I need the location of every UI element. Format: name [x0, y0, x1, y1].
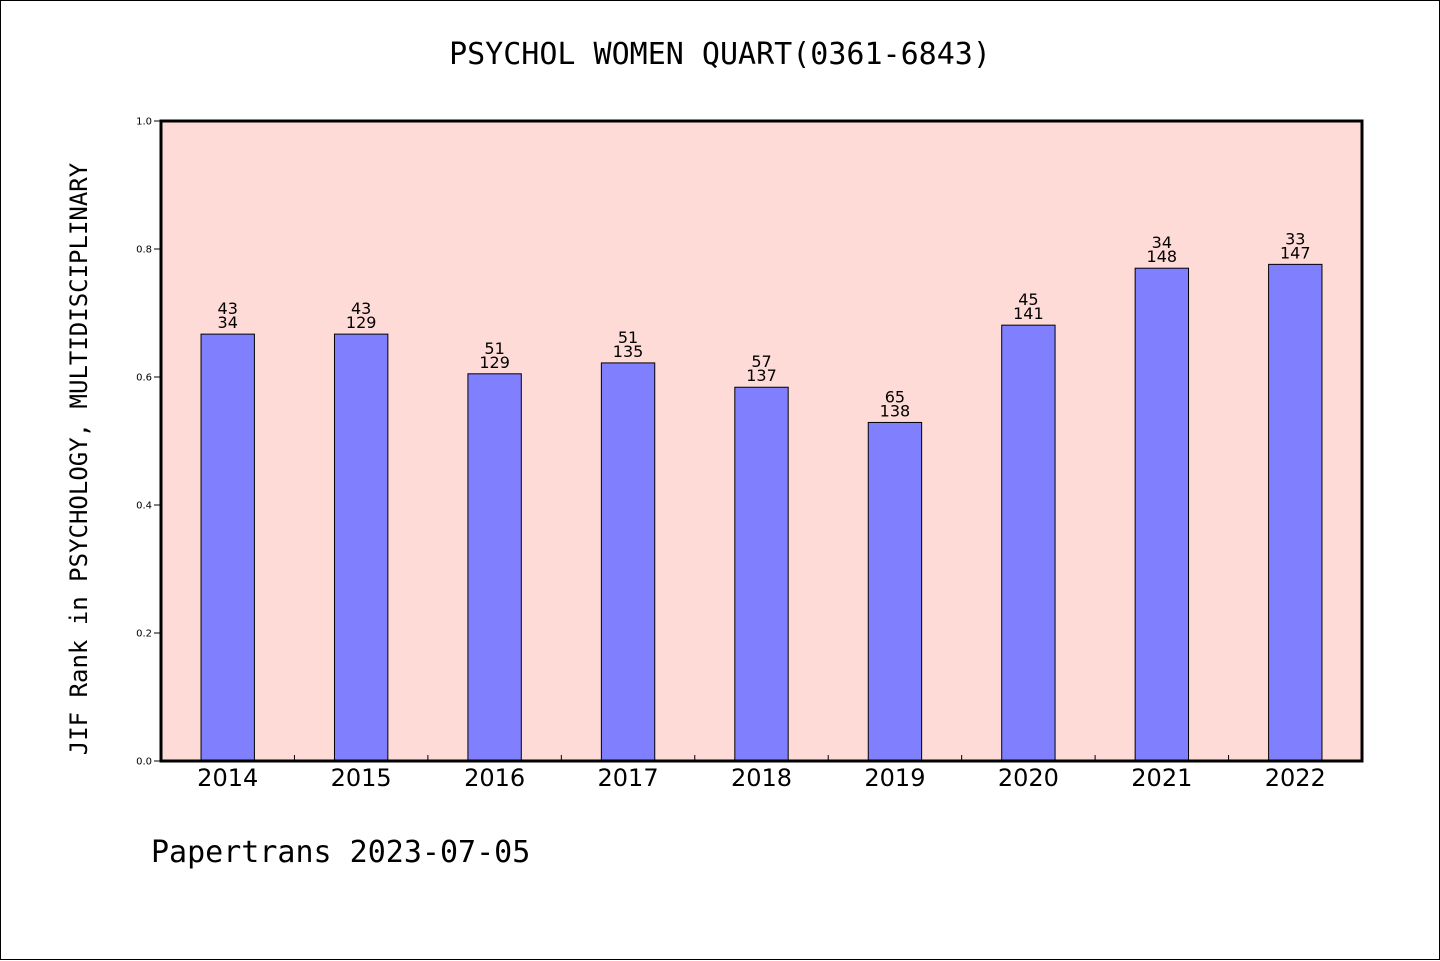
- x-tick-label: 2019: [864, 764, 925, 792]
- y-tick-label: 0.4: [136, 501, 152, 512]
- bar-2014: [200, 333, 255, 762]
- x-tick-label: 2016: [464, 764, 525, 792]
- y-tick-label: 0.6: [136, 373, 152, 384]
- bar-2021: [1134, 267, 1190, 762]
- bar-rank-label: 57: [751, 352, 771, 371]
- x-tick-label: 2014: [197, 764, 258, 792]
- x-tick-label: 2017: [598, 764, 659, 792]
- y-tick-label: 1.0: [136, 117, 152, 128]
- bar-rank-label: 43: [351, 299, 371, 318]
- bar-total-label: 135: [613, 342, 644, 361]
- bar-2018: [734, 386, 789, 762]
- bar-rank-label: 33: [1285, 229, 1305, 248]
- bar-2022: [1268, 263, 1323, 762]
- bar-rank-label: 51: [484, 339, 504, 358]
- bar-rank-label: 65: [885, 387, 905, 406]
- bar-2015: [333, 333, 389, 762]
- bar-2016: [467, 373, 522, 762]
- x-tick-label: 2021: [1131, 764, 1192, 792]
- y-tick-label: 0.2: [136, 629, 152, 640]
- bar-total-label: 129: [479, 353, 510, 372]
- footer-text: Papertrans 2023-07-05: [151, 835, 531, 870]
- plot-border: [159, 119, 1364, 763]
- bar-total-label: 34: [218, 313, 238, 332]
- x-tick-label: 2018: [731, 764, 792, 792]
- bar-2020: [1001, 324, 1056, 762]
- y-tick-label: 0.0: [136, 757, 152, 768]
- bar-total-label: 129: [346, 313, 377, 332]
- bar-rank-label: 43: [218, 299, 238, 318]
- bar-rank-label: 45: [1018, 290, 1038, 309]
- x-tick-label: 2020: [998, 764, 1059, 792]
- y-tick-label: 0.8: [136, 245, 152, 256]
- bar-2017: [600, 362, 656, 762]
- x-tick-label: 2022: [1265, 764, 1326, 792]
- bar-total-label: 138: [880, 401, 911, 420]
- x-tick-label: 2015: [331, 764, 392, 792]
- bar-total-label: 147: [1280, 243, 1311, 262]
- bar-rank-label: 51: [618, 328, 638, 347]
- chart-title: PSYCHOL WOMEN QUART(0361-6843): [449, 37, 991, 72]
- bar-total-label: 148: [1147, 247, 1178, 266]
- bar-total-label: 141: [1013, 304, 1044, 323]
- bar-rank-label: 34: [1152, 233, 1172, 252]
- bar-2019: [867, 421, 923, 762]
- bar-total-label: 137: [746, 366, 777, 385]
